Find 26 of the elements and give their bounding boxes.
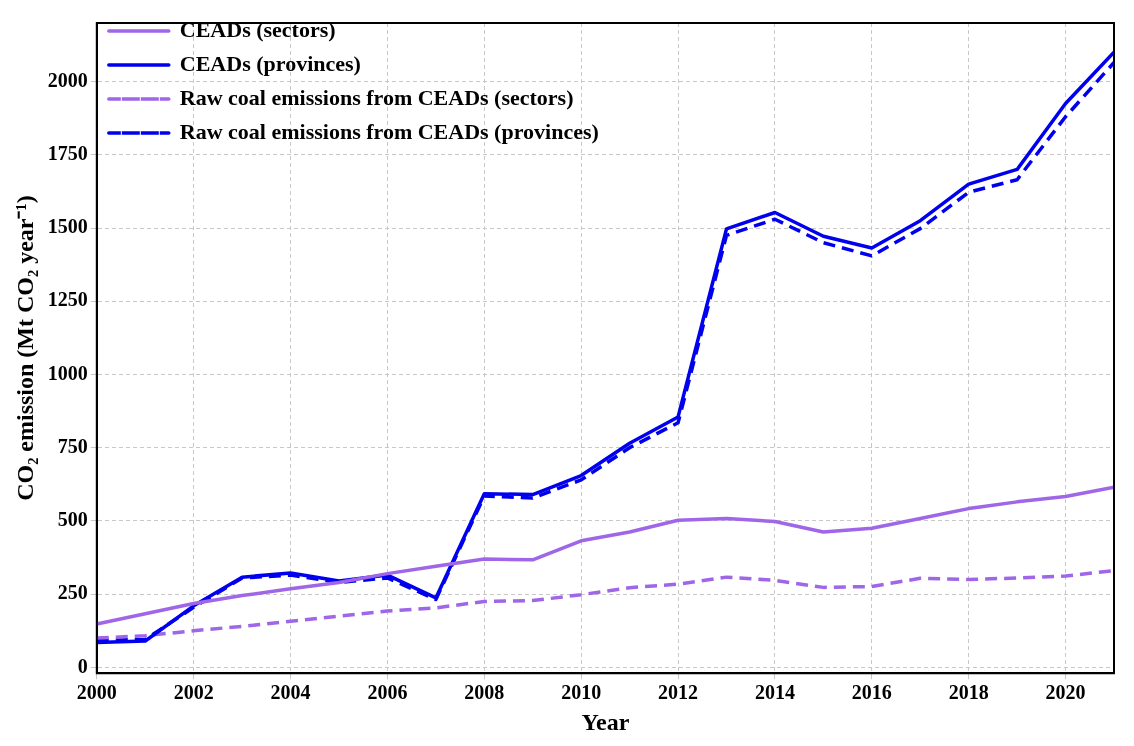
x-tick-label: 2004: [270, 681, 311, 704]
x-tick-label: 2000: [76, 681, 117, 704]
x-tick-label: 2006: [367, 681, 408, 704]
y-tick-label: 750: [57, 434, 88, 457]
x-tick-label: 2002: [173, 681, 214, 704]
x-tick-label: 2020: [1045, 681, 1086, 704]
y-tick-label: 0: [77, 654, 88, 677]
x-tick-label: 2010: [561, 681, 602, 704]
line-series: [96, 568, 1114, 640]
y-tick-label: 1500: [47, 215, 88, 238]
x-tick-label: 2014: [754, 681, 795, 704]
y-tick-label: 1250: [47, 288, 88, 311]
x-tick-label: 2018: [948, 681, 989, 704]
y-tick-label: 1000: [47, 361, 88, 384]
x-axis-title: Year: [581, 708, 630, 735]
x-tick-label: 2008: [464, 681, 505, 704]
legend-label: Raw coal emissions from CEADs (provinces): [179, 118, 599, 144]
y-tick-label: 250: [57, 581, 88, 604]
y-tick-label: 2000: [47, 68, 88, 91]
x-tick-label: 2012: [658, 681, 699, 704]
legend-label: CEADs (provinces): [179, 50, 361, 76]
x-tick-label: 2016: [851, 681, 892, 704]
legend-label: Raw coal emissions from CEADs (sectors): [179, 84, 574, 110]
y-axis-title: CO₂ emission (Mt CO₂ year⁻¹): [11, 195, 38, 501]
y-tick-label: 1750: [47, 141, 88, 164]
y-tick-label: 500: [57, 508, 88, 531]
